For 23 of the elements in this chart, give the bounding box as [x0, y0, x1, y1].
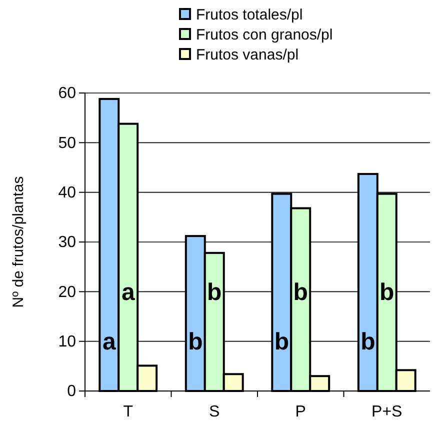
y-tick-label: 20: [58, 284, 76, 301]
y-axis-title: Nº de frutos/plantas: [10, 176, 27, 308]
annotation: b: [274, 328, 289, 356]
annotation: b: [293, 279, 308, 306]
annotation: a: [102, 328, 116, 356]
legend-label: Frutos totales/pl: [196, 6, 303, 24]
y-tick-label: 30: [58, 234, 76, 252]
x-tick-label: T: [123, 403, 134, 420]
annotation: b: [188, 328, 203, 356]
y-tick-label: 10: [58, 333, 76, 350]
annotation: b: [360, 328, 376, 356]
legend-label: Frutos con granos/pl: [196, 26, 333, 44]
annotation: a: [121, 279, 136, 306]
legend-label: Frutos vanas/pl: [196, 46, 299, 64]
y-tick-label: 50: [58, 134, 76, 152]
x-tick-label: S: [209, 403, 220, 420]
y-tick-label: 60: [58, 85, 76, 102]
annotation: b: [207, 279, 222, 306]
annotation: b: [380, 279, 394, 306]
y-tick-label: 40: [58, 184, 76, 202]
x-tick-label: P: [295, 403, 306, 420]
x-tick-label: P+S: [372, 403, 402, 420]
y-tick-label: 0: [67, 383, 76, 400]
